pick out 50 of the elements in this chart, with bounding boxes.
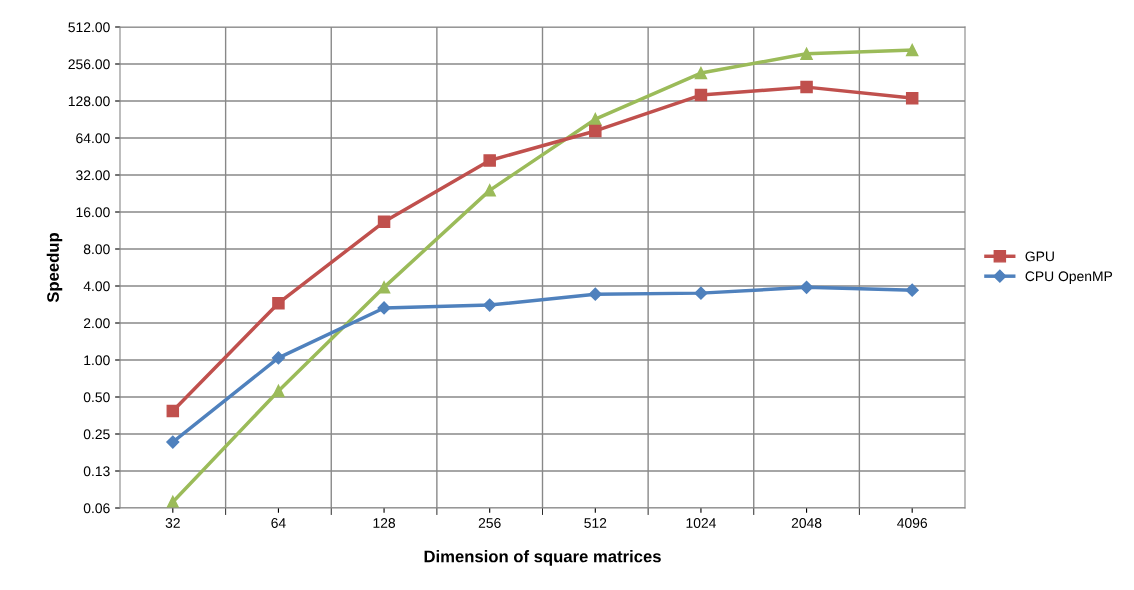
y-tick-label: 4.00: [83, 281, 110, 292]
point: [800, 47, 813, 61]
y-tick-label: 0.25: [83, 429, 110, 440]
x-tick-label: 32: [165, 518, 180, 528]
point: [483, 184, 496, 197]
x-tick-label: 4096: [897, 518, 928, 528]
y-tick-label: 64.00: [76, 133, 110, 144]
point: [694, 66, 708, 80]
point: [377, 301, 391, 315]
point: [905, 283, 919, 297]
x-axis-title: Dimension of square matrices: [424, 550, 661, 566]
x-tick-label: 2048: [791, 518, 822, 528]
y-tick-label: 16.00: [76, 207, 110, 218]
y-tick-label: 0.06: [83, 503, 110, 514]
point: [272, 384, 285, 398]
point: [589, 112, 602, 126]
y-tick-label: 1.00: [84, 355, 110, 366]
y-tick-label: 256.00: [68, 59, 110, 70]
point: [905, 91, 919, 105]
x-tick-label: 512: [584, 518, 607, 528]
point: [588, 287, 602, 301]
point: [166, 435, 180, 449]
point: [483, 154, 496, 167]
x-tick-label: 64: [271, 518, 286, 528]
point: [166, 404, 180, 418]
point: [800, 80, 813, 94]
x-tick-label: 256: [478, 518, 501, 528]
point: [589, 124, 602, 138]
y-tick-label: 8.00: [83, 244, 110, 255]
point: [377, 281, 391, 294]
point: [694, 88, 708, 102]
y-axis-title: Speedup: [46, 232, 63, 303]
y-tick-label: 512.00: [68, 22, 110, 33]
legend-label: CPU OpenMP: [1025, 271, 1113, 284]
y-tick-label: 2.00: [83, 318, 110, 329]
y-tick-label: 128.00: [68, 96, 110, 107]
y-tick-label: 32.00: [76, 170, 110, 181]
point: [694, 286, 708, 300]
x-tick-label: 1024: [686, 518, 716, 528]
legend-label: GPU: [1025, 251, 1054, 262]
y-tick-label: 0.13: [83, 466, 110, 477]
point: [272, 296, 285, 310]
x-tick-label: 128: [373, 518, 396, 528]
point: [483, 298, 497, 312]
point: [905, 43, 919, 57]
y-tick-label: 0.50: [83, 392, 110, 403]
point: [377, 215, 391, 229]
point: [799, 280, 814, 294]
point: [271, 351, 286, 365]
point: [166, 495, 180, 508]
